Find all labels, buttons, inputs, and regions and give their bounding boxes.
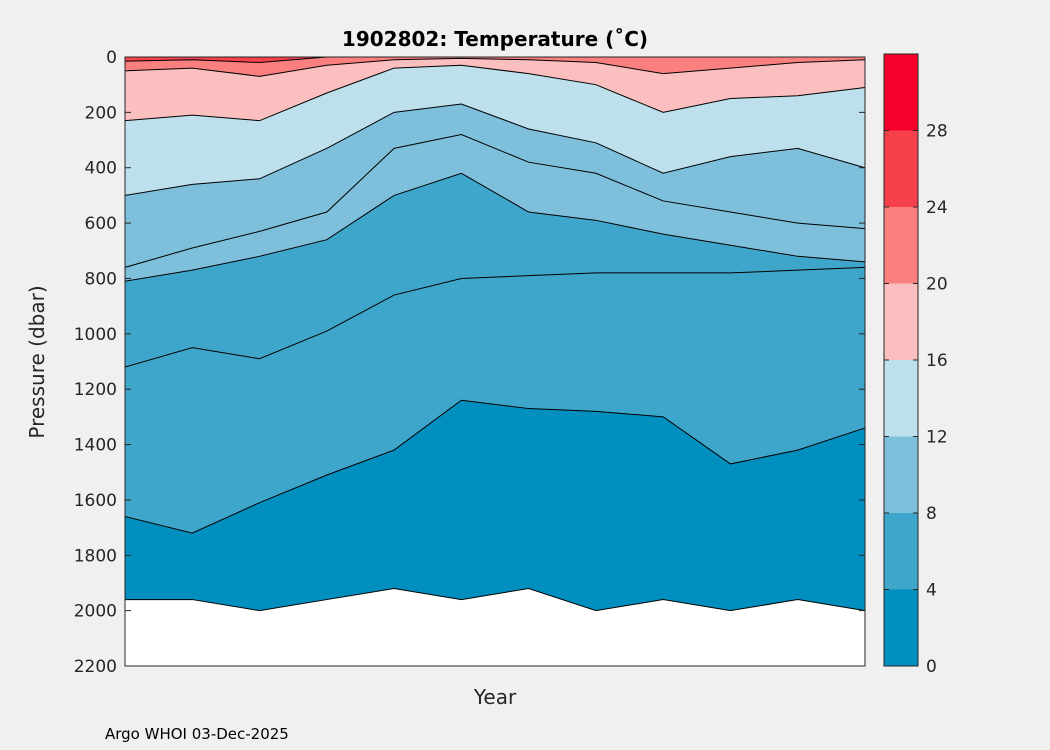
isotherm-4: [124, 399, 866, 534]
y-tick-label: 0: [106, 48, 117, 68]
isotherm-8: [124, 172, 866, 282]
colorbar-tick-label: 24: [926, 198, 948, 218]
y-tick-label: 1400: [74, 436, 117, 456]
colorbar-band-12: [884, 360, 918, 437]
colorbar-tick-label: 0: [926, 657, 937, 677]
axes-frame: [124, 56, 866, 667]
y-tick-label: 2200: [74, 657, 117, 677]
temperature-band-above-16: [125, 57, 865, 121]
colorbar: 0 4 8 12 16 20 24 28: [883, 53, 948, 677]
colorbar-band-4: [884, 513, 918, 590]
temperature-band-above-20: [125, 57, 865, 77]
y-axis: 0 200 400 600 800 1000 1200 1400 1600 1800 2000 220…: [74, 48, 865, 677]
chart-title: 1902802: Temperature (˚C): [342, 27, 648, 51]
y-tick-label: 800: [85, 269, 117, 289]
max-pressure-line: [125, 587, 866, 612]
y-tick-label: 2000: [74, 602, 117, 622]
isotherm-6: [124, 266, 866, 368]
y-tick-label: 600: [85, 214, 117, 234]
isotherm-12: [124, 103, 866, 196]
y-tick-label: 1000: [74, 325, 117, 345]
colorbar-tick-label: 8: [926, 504, 937, 524]
y-tick-label: 1200: [74, 380, 117, 400]
y-tick-label: 1600: [74, 491, 117, 511]
y-tick-label: 400: [85, 159, 117, 179]
colorbar-band-24: [884, 130, 918, 207]
footer-credit: Argo WHOI 03-Dec-2025: [105, 725, 289, 743]
colorbar-tick-label: 20: [926, 275, 948, 295]
colorbar-band-0: [884, 589, 918, 666]
y-tick-label: 200: [85, 103, 117, 123]
colorbar-tick-label: 28: [926, 122, 948, 142]
colorbar-tick-label: 12: [926, 428, 948, 448]
colorbar-tick-label: 16: [926, 351, 948, 371]
colorbar-band-20: [884, 207, 918, 284]
colorbar-tick-label: 4: [926, 581, 937, 601]
isotherm-16: [124, 64, 866, 122]
y-axis-label: Pressure (dbar): [25, 285, 49, 438]
temperature-band-above-24: [125, 57, 865, 63]
colorbar-band-8: [884, 436, 918, 513]
isotherm-10: [124, 133, 866, 268]
y-tick-label: 1800: [74, 546, 117, 566]
colorbar-band-16: [884, 283, 918, 360]
colorbar-band-28: [884, 54, 918, 131]
isotherm-20: [124, 57, 866, 77]
plot-area: [124, 56, 866, 667]
x-axis-label: Year: [473, 685, 517, 709]
